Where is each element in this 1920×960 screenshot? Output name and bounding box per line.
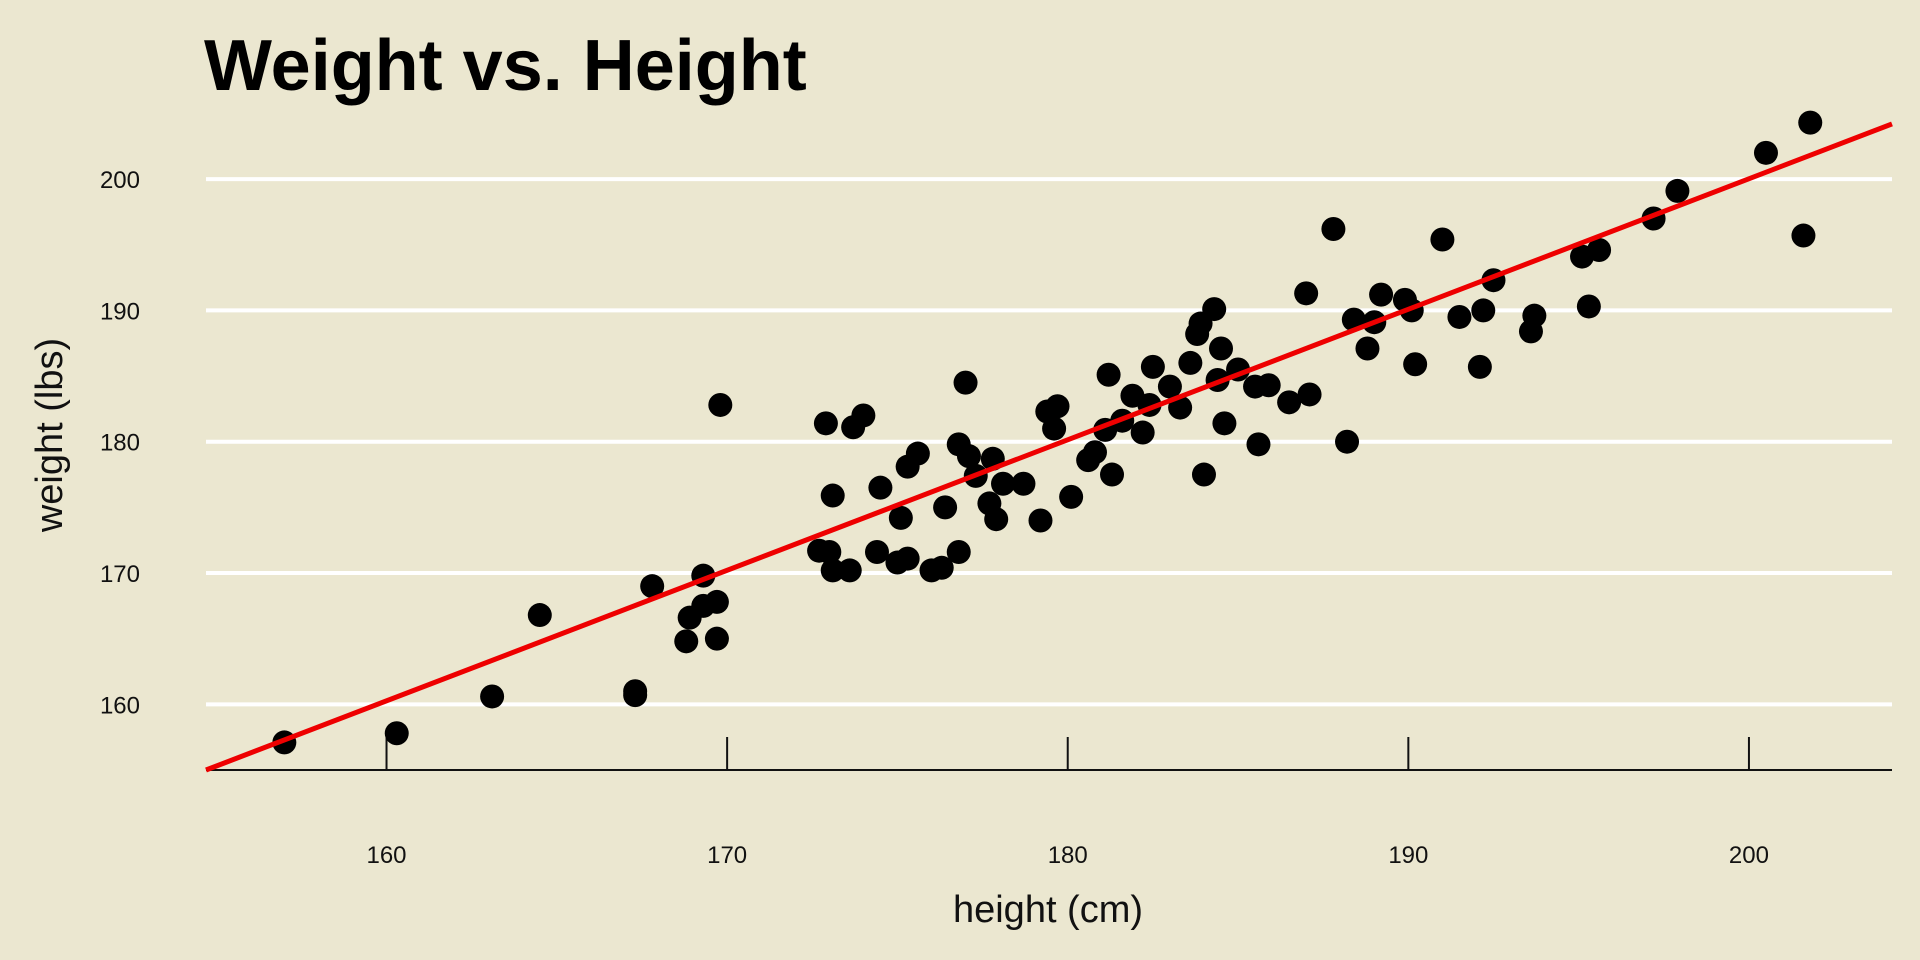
data-point (1753, 140, 1778, 165)
trend-line (205, 121, 1893, 773)
data-point (984, 507, 1009, 532)
data-point (1202, 297, 1227, 322)
data-point (1028, 508, 1053, 533)
data-point (1209, 336, 1234, 361)
data-point (905, 441, 930, 466)
chart-title: Weight vs. Height (204, 26, 807, 106)
data-point (1447, 304, 1472, 329)
x-tick-label: 160 (366, 842, 406, 869)
data-point (1321, 216, 1346, 241)
y-tick-label: 170 (100, 561, 140, 588)
data-point (1246, 432, 1271, 457)
data-point (1059, 484, 1084, 509)
data-point (708, 392, 733, 417)
x-tick-label: 170 (707, 842, 747, 869)
data-point (1277, 390, 1302, 415)
data-point (1178, 350, 1203, 375)
y-tick-label: 190 (100, 298, 140, 325)
data-point (953, 370, 978, 395)
y-axis-ticks: 160 170 180 190 200 (100, 167, 140, 719)
data-point (1791, 223, 1816, 248)
x-tick-label: 200 (1729, 842, 1769, 869)
data-point (1297, 382, 1322, 407)
data-point (817, 540, 842, 565)
data-point (704, 626, 729, 651)
data-point (813, 411, 838, 436)
x-axis-ticks: 160 170 180 190 200 (366, 737, 1769, 869)
data-point (480, 684, 505, 709)
data-point (864, 540, 889, 565)
data-point (933, 495, 958, 520)
data-point (640, 574, 665, 599)
data-point (1100, 462, 1125, 487)
data-point (1335, 429, 1360, 454)
data-point (1212, 411, 1237, 436)
data-points (272, 110, 1823, 755)
data-point (1082, 440, 1107, 465)
data-point (1256, 373, 1281, 398)
data-point (895, 546, 920, 571)
y-axis-title: weight (lbs) (29, 338, 71, 533)
data-point (1522, 303, 1547, 328)
x-axis-title: height (cm) (953, 889, 1143, 931)
y-tick-label: 200 (100, 167, 140, 194)
data-point (946, 540, 971, 565)
data-point (820, 483, 845, 508)
data-point (956, 444, 981, 469)
data-point (527, 603, 552, 628)
data-point (1369, 282, 1394, 307)
data-point (1430, 227, 1455, 252)
data-point (704, 589, 729, 614)
data-point (1045, 394, 1070, 419)
data-point (1467, 354, 1492, 379)
data-point (929, 555, 954, 580)
data-point (384, 721, 409, 746)
x-tick-label: 180 (1048, 842, 1088, 869)
data-point (837, 558, 862, 583)
data-point (1042, 416, 1067, 441)
data-point (851, 403, 876, 428)
data-point (623, 683, 648, 708)
data-point (1403, 352, 1428, 377)
y-tick-label: 180 (100, 430, 140, 457)
data-point (868, 475, 893, 500)
data-point (1130, 420, 1155, 445)
data-point (674, 629, 699, 654)
y-tick-label: 160 (100, 692, 140, 719)
data-point (1096, 362, 1121, 387)
data-point (1798, 110, 1823, 135)
data-point (888, 505, 913, 530)
data-point (1665, 178, 1690, 203)
data-point (1576, 294, 1601, 319)
data-point (1191, 462, 1216, 487)
data-point (1140, 354, 1165, 379)
data-point (1355, 336, 1380, 361)
data-point (1157, 374, 1182, 399)
data-point (1471, 298, 1496, 323)
data-point (991, 471, 1016, 496)
data-point (1587, 238, 1612, 262)
x-tick-label: 190 (1388, 842, 1428, 869)
data-point (820, 558, 845, 583)
data-point (1011, 471, 1036, 496)
data-point (1294, 281, 1319, 306)
